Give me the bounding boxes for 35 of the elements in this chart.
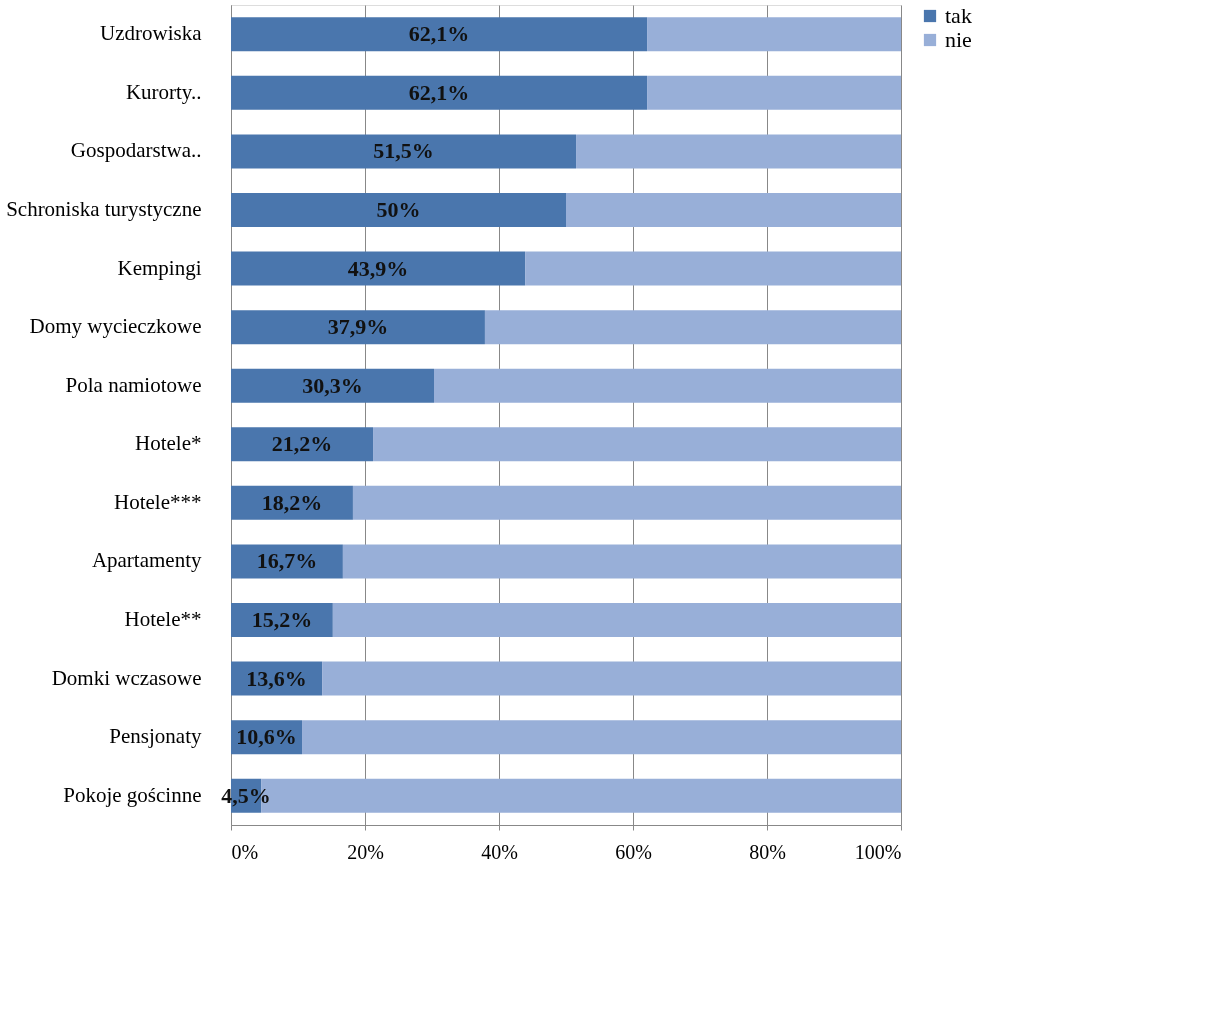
- y-tick-label: Domki wczasowe: [51, 665, 202, 690]
- y-tick-label: Pokoje gościnne: [63, 782, 202, 807]
- data-label: 21,2%: [271, 431, 333, 457]
- data-label: 10,6%: [236, 724, 297, 750]
- data-label: 13,6%: [246, 665, 307, 691]
- data-label: 62,1%: [408, 21, 470, 47]
- y-tick-label: Uzdrowiska: [100, 21, 203, 46]
- y-tick-label: Hotele***: [114, 489, 202, 514]
- legend-label: tak: [945, 3, 972, 28]
- legend-label: nie: [945, 27, 972, 52]
- data-label: 51,5%: [373, 138, 434, 164]
- data-label: 18,2%: [261, 489, 323, 515]
- y-tick-label: Apartamenty: [91, 548, 202, 573]
- data-label: 43,9%: [347, 255, 409, 281]
- y-tick-label: Kurorty..: [125, 79, 202, 104]
- x-tick-label: 40%: [481, 840, 518, 863]
- x-tick-label: 100%: [854, 840, 902, 863]
- data-label: 15,2%: [251, 607, 313, 632]
- data-label: 16,7%: [256, 548, 318, 574]
- data-label: 62,1%: [408, 79, 470, 105]
- x-tick-label: 20%: [347, 840, 384, 863]
- y-tick-label: Schroniska turystyczne: [6, 197, 202, 221]
- x-tick-label: 60%: [615, 840, 652, 863]
- y-tick-label: Hotele**: [124, 607, 202, 631]
- data-label: 30,3%: [302, 372, 363, 398]
- data-label: 37,9%: [327, 314, 389, 340]
- y-tick-label: Kempingi: [117, 255, 202, 280]
- y-tick-label: Pensjonaty: [109, 724, 202, 749]
- x-tick-label: 0%: [231, 840, 259, 863]
- y-tick-label: Hotele*: [135, 431, 202, 456]
- y-tick-label: Pola namiotowe: [65, 372, 202, 397]
- y-tick-label: Gospodarstwa..: [70, 138, 202, 163]
- x-tick-label: 80%: [749, 840, 786, 863]
- y-tick-label: Domy wycieczkowe: [29, 314, 202, 339]
- data-label: 50%: [376, 197, 421, 222]
